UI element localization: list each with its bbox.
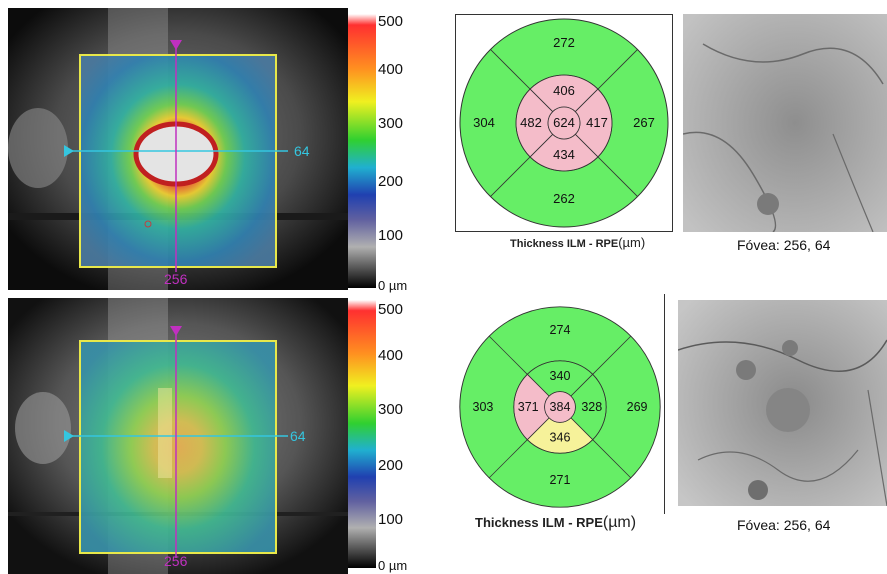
etdrs-caption-top: Thickness ILM - RPE(µm): [510, 235, 645, 250]
caption-bold: Thickness ILM - RPE: [475, 515, 603, 530]
sector-divider: [597, 156, 638, 197]
enface-image-top: [683, 14, 887, 232]
thickness-map-svg-top: 64 256: [8, 8, 348, 290]
etdrs-value-outer-inferior: 271: [550, 473, 571, 487]
etdrs-value-inner-inferior: 346: [550, 431, 571, 445]
sector-divider: [488, 335, 528, 375]
thickness-map-svg-bottom: 64 256: [8, 298, 348, 574]
etdrs-value-outer-temporal: 304: [473, 115, 495, 130]
colorbar-label: 0 µm: [378, 558, 408, 573]
caption-unit: (µm): [602, 514, 637, 531]
colorbar-labels-top: 500 400 300 200 100 0 µm: [378, 14, 418, 294]
fovea-label-bottom: Fóvea: 256, 64: [737, 517, 831, 533]
panel-top: 64 256 500: [8, 8, 887, 293]
etdrs-value-outer-superior: 274: [550, 323, 571, 337]
colorbar-label: 400: [378, 347, 404, 364]
colorbar-label: 0 µm: [378, 278, 408, 293]
colorbar-label: 100: [378, 511, 404, 528]
colorbar-label: 200: [378, 173, 404, 190]
sector-divider: [592, 335, 632, 375]
etdrs-value-outer-temporal: 303: [472, 400, 493, 414]
etdrs-grid-bottom: 274 271 303 269 340 346 371 328 384: [455, 302, 665, 512]
vertical-line-label: 256: [164, 553, 188, 569]
colorbar-label: 500: [378, 301, 404, 318]
colorbar-label: 300: [378, 115, 404, 132]
fovea-label-top: Fóvea: 256, 64: [737, 237, 831, 253]
sector-divider: [490, 156, 531, 197]
colorbar-label: 300: [378, 401, 404, 418]
etdrs-value-center: 624: [553, 115, 575, 130]
colorbar-label: 100: [378, 227, 404, 244]
etdrs-value-center: 384: [550, 400, 571, 414]
sector-divider: [488, 439, 528, 479]
sector-divider: [597, 49, 638, 90]
colorbar-label: 500: [378, 13, 404, 30]
vertical-line-label: 256: [164, 271, 188, 287]
etdrs-caption-bottom: Thickness ILM - RPE(µm): [475, 514, 636, 532]
caption-unit: (µm): [618, 235, 646, 250]
etdrs-value-inner-nasal: 417: [586, 115, 608, 130]
etdrs-value-inner-superior: 406: [553, 83, 575, 98]
colorbar-labels-bottom: 500 400 300 200 100 0 µm: [378, 302, 418, 574]
etdrs-value-inner-nasal: 328: [581, 400, 602, 414]
etdrs-value-outer-inferior: 262: [553, 191, 575, 206]
panel-bottom: 64 256 500: [0, 292, 887, 574]
etdrs-grid-top: 272 262 304 267 406 434 482 417 624: [455, 14, 673, 232]
colorbar-label: 400: [378, 61, 404, 78]
thickness-map-image-top: 64 256: [8, 8, 348, 290]
colorbar-top: [348, 14, 376, 288]
thickness-map-image-bottom: 64 256: [8, 298, 348, 574]
inner-ring-border: [515, 74, 613, 172]
caption-bold: Thickness ILM - RPE: [510, 238, 619, 250]
etdrs-value-outer-nasal: 267: [633, 115, 655, 130]
etdrs-value-outer-nasal: 269: [627, 400, 648, 414]
center-circle: [544, 391, 576, 423]
colorbar-label: 200: [378, 457, 404, 474]
etdrs-value-inner-temporal: 371: [518, 400, 539, 414]
horizontal-line-label: 64: [290, 428, 306, 444]
horizontal-line-label: 64: [294, 143, 310, 159]
sector-divider: [490, 49, 531, 90]
colorbar-bottom: [348, 300, 376, 568]
etdrs-value-inner-superior: 340: [550, 369, 571, 383]
inner-ring-border: [513, 360, 607, 454]
grid-right-border: [664, 294, 665, 514]
etdrs-value-outer-superior: 272: [553, 35, 575, 50]
sector-divider: [592, 439, 632, 479]
center-circle: [547, 106, 581, 140]
etdrs-value-inner-temporal: 482: [520, 115, 542, 130]
etdrs-value-inner-inferior: 434: [553, 147, 575, 162]
enface-image-bottom: [678, 300, 887, 506]
